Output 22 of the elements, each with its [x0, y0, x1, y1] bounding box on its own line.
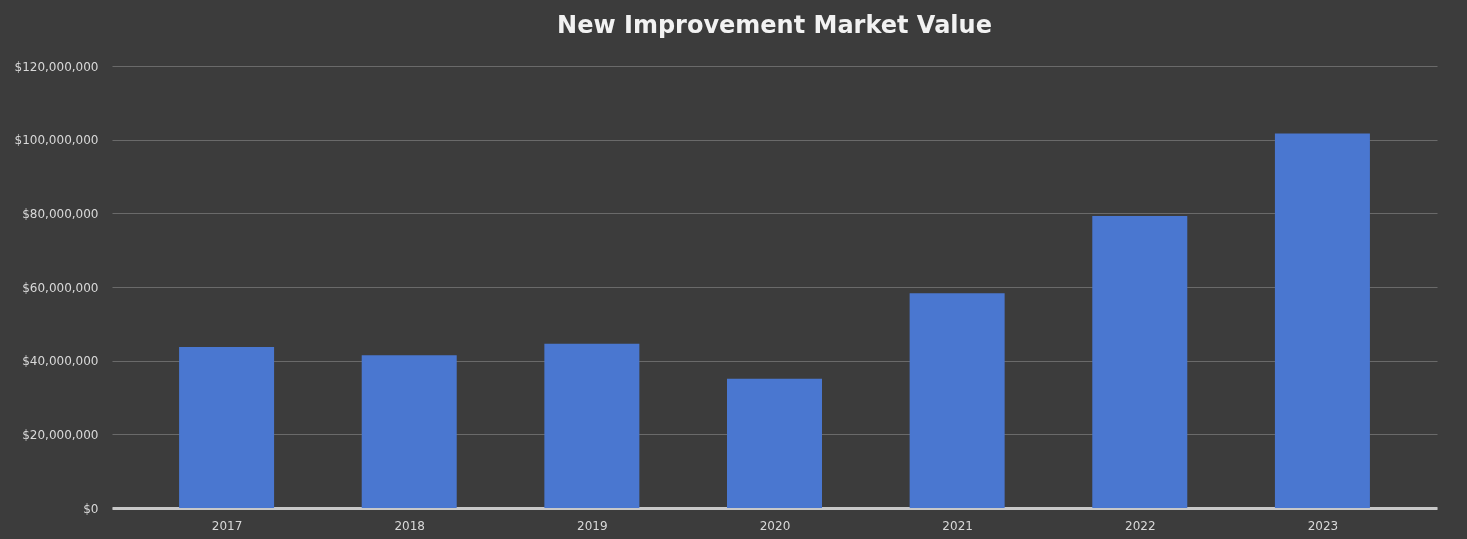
- chart-title: New Improvement Market Value: [557, 11, 992, 39]
- bar: [1092, 215, 1188, 508]
- x-tick-label: 2022: [1125, 518, 1156, 533]
- bar: [179, 347, 275, 508]
- y-tick-label: $40,000,000: [22, 354, 99, 369]
- x-tick-label: 2021: [942, 518, 973, 533]
- y-tick-label: $120,000,000: [14, 59, 99, 74]
- y-tick-label: $80,000,000: [22, 206, 99, 221]
- y-tick-label: $60,000,000: [22, 280, 99, 295]
- bar: [544, 343, 640, 508]
- bar: [1274, 133, 1370, 508]
- x-tick-label: 2020: [759, 518, 791, 533]
- x-tick-label: 2018: [394, 518, 425, 533]
- bar: [909, 293, 1005, 508]
- y-tick-label: $0: [83, 501, 99, 516]
- x-tick-label: 2019: [577, 518, 608, 533]
- x-tick-label: 2017: [211, 518, 243, 533]
- bar: [727, 378, 822, 508]
- x-tick-label: 2023: [1307, 518, 1339, 533]
- y-tick-label: $100,000,000: [14, 133, 99, 148]
- y-tick-label: $20,000,000: [22, 427, 99, 442]
- bar: [361, 355, 457, 508]
